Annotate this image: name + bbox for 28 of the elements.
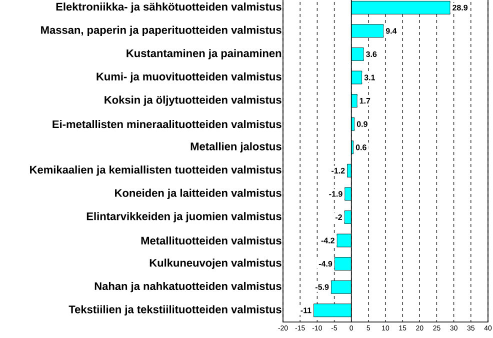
y-tick-label: Massan, paperin ja paperituotteiden valmistus: [41, 26, 282, 36]
y-tick-label: Elintarvikkeiden ja juomien valmistus: [86, 212, 282, 222]
data-label: 9.4: [386, 28, 397, 34]
y-tick-label: Nahan ja nahkatuotteiden valmistus: [94, 282, 282, 292]
y-tick-label: Ei-metallisten mineraalituotteiden valmistus: [52, 120, 282, 128]
y-tick-label: Tekstiilien ja tekstiilituotteiden valmistus: [68, 305, 282, 316]
y-tick-label: Metallien jalostus: [190, 142, 282, 152]
data-label: -1.2: [332, 168, 345, 174]
data-label: -2: [335, 214, 342, 220]
data-label: 0.6: [356, 144, 366, 150]
data-label: 28.9: [452, 4, 468, 10]
y-tick-label: Koksin ja öljytuotteiden valmistus: [104, 96, 282, 106]
y-tick-label: Elektroniikka- ja sähkötuotteiden valmistus: [56, 2, 282, 13]
data-label: 3.1: [364, 74, 376, 80]
data-label: 1.7: [360, 98, 370, 104]
y-tick-label: Kumi- ja muovituotteiden valmistus: [96, 72, 282, 83]
data-label: -5.9: [316, 284, 329, 290]
data-label: -11: [300, 308, 312, 314]
y-tick-label: Koneiden ja laitteiden valmistus: [115, 188, 282, 200]
y-tick-label: Kulkuneuvojen valmistus: [150, 258, 282, 269]
data-label: -4.9: [318, 260, 332, 267]
data-label: 3.6: [366, 51, 377, 58]
data-label: -4.2: [321, 238, 334, 244]
data-label: -1.9: [329, 191, 342, 197]
y-tick-label: Kemikaalien ja kemiallisten tuotteiden valmistus: [30, 166, 282, 176]
data-label: 0.9: [356, 121, 368, 127]
y-tick-label: Kustantaminen ja painaminen: [126, 49, 282, 60]
y-tick-label: Metallituotteiden valmistus: [141, 236, 282, 245]
